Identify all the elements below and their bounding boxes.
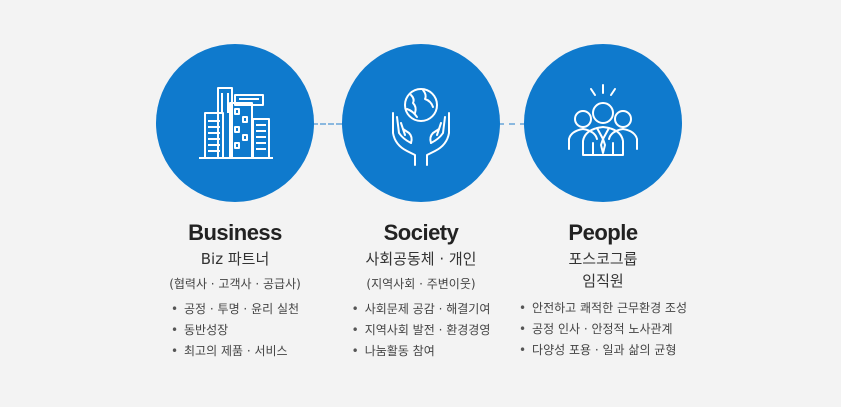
business-bullets: 공정 · 투명 · 윤리 실천 동반성장 최고의 제품 · 서비스 [171, 299, 299, 362]
business-title: Business [188, 220, 282, 245]
society-paren: (지역사회 · 주변이웃) [366, 277, 476, 291]
people-subtitle-line-1: 포스코그룹 [568, 250, 638, 268]
list-item: 사회문제 공감 · 해결기여 [352, 299, 491, 320]
society-subtitle: 사회공동체 · 개인 [366, 248, 477, 270]
society-bullets: 사회문제 공감 · 해결기여 지역사회 발전 · 환경경영 나눔활동 참여 [352, 299, 491, 362]
list-item: 지역사회 발전 · 환경경영 [352, 320, 491, 341]
list-item: 나눔활동 참여 [352, 341, 491, 362]
society-title: Society [383, 220, 459, 245]
people-column: People 포스코그룹 임직원 안전하고 쾌적한 근무환경 조성 공정 인사 … [503, 44, 703, 361]
hands-globe-icon [392, 88, 450, 166]
list-item: 공정 인사 · 안정적 노사관계 [519, 319, 687, 340]
buildings-icon [199, 87, 273, 159]
connector-line-2 [498, 123, 526, 125]
business-column: Business Biz 파트너 (협력사 · 고객사 · 공급사) 공정 · … [135, 44, 335, 362]
society-column: Society 사회공동체 · 개인 (지역사회 · 주변이웃) 사회문제 공감… [321, 44, 521, 362]
business-subtitle-line: Biz 파트너 [200, 250, 270, 268]
society-subtitle-line: 사회공동체 · 개인 [365, 250, 477, 268]
list-item: 동반성장 [171, 320, 299, 341]
business-circle [156, 44, 314, 202]
connector-line-1 [312, 123, 342, 125]
people-bullets: 안전하고 쾌적한 근무환경 조성 공정 인사 · 안정적 노사관계 다양성 포용… [519, 298, 687, 361]
list-item: 공정 · 투명 · 윤리 실천 [171, 299, 299, 320]
people-subtitle: 포스코그룹 임직원 [568, 248, 637, 292]
society-circle [342, 44, 500, 202]
list-item: 다양성 포용 · 일과 삶의 균형 [519, 340, 687, 361]
people-group-icon [568, 84, 638, 156]
people-title: People [568, 220, 638, 245]
people-subtitle-line-2: 임직원 [582, 272, 624, 290]
list-item: 안전하고 쾌적한 근무환경 조성 [519, 298, 687, 319]
people-circle [524, 44, 682, 202]
business-paren: (협력사 · 고객사 · 공급사) [169, 277, 301, 291]
business-subtitle: Biz 파트너 [201, 248, 270, 270]
list-item: 최고의 제품 · 서비스 [171, 341, 299, 362]
